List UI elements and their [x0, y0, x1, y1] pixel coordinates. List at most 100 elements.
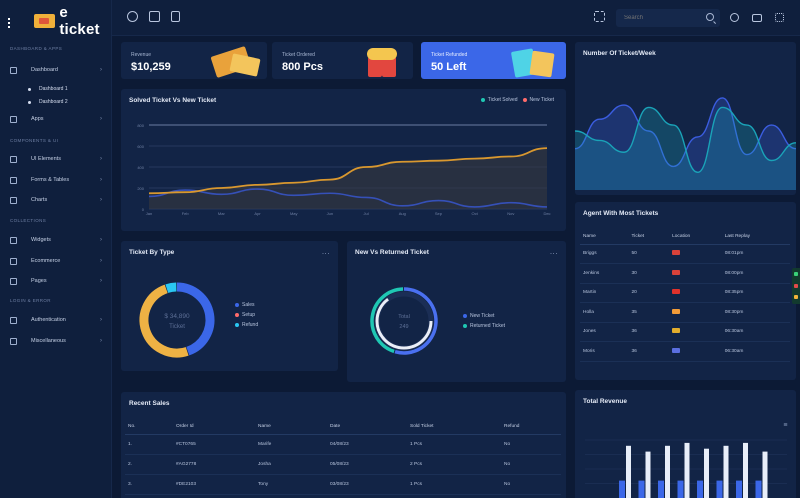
flag-icon: [672, 269, 681, 275]
sidebar-item-charts[interactable]: Charts ›: [10, 194, 102, 206]
card-title: Solved Ticket Vs New Ticket: [129, 97, 217, 104]
sidebar-item-miscellaneous[interactable]: Miscellaneous ›: [10, 335, 102, 347]
x-tick-label: Mar: [218, 211, 226, 216]
flag-icon: [672, 328, 681, 334]
agent-ticket: 36: [628, 322, 670, 342]
more-options-icon[interactable]: ...: [549, 247, 558, 256]
new-vs-returned-card: New Vs Returned Ticket ... Total 249 New…: [347, 241, 566, 382]
chart-legend: Ticket Solved New Ticket: [480, 97, 554, 103]
series-area: [575, 97, 796, 190]
sidebar-item-pages[interactable]: Pages ›: [10, 275, 102, 287]
sidebar-item-authentication[interactable]: Authentication ›: [10, 314, 102, 326]
ticket-illustration: [229, 53, 261, 77]
sidebar-item-dashboard[interactable]: Dashboard ›: [10, 64, 102, 76]
sidebar-item-label: Forms & Tables: [31, 177, 70, 183]
agents-card: Agent With Most Tickets Name Ticket Loca…: [575, 202, 796, 380]
sidebar-item-label: Apps: [31, 116, 44, 122]
flag-icon: [672, 308, 681, 314]
sidebar-item-ui-elements[interactable]: UI Elements ›: [10, 153, 102, 165]
sales-order: #DE2103: [173, 474, 255, 495]
chevron-icon: ›: [100, 116, 102, 122]
table-row: Briggs 50 08:01pm: [580, 244, 790, 264]
y-tick-label: 400: [137, 165, 144, 170]
agents-table: Name Ticket Location Last Replay Briggs …: [580, 230, 790, 362]
sidebar-item-ecommerce[interactable]: Ecommerce ›: [10, 255, 102, 267]
settings-toggle[interactable]: [792, 268, 800, 304]
donut-slice: [370, 287, 404, 354]
card-title: Total Revenue: [583, 398, 627, 405]
search-input[interactable]: [624, 12, 704, 24]
pen-icon: [10, 155, 17, 163]
sales-sold: 2 Pcs: [407, 454, 501, 475]
recent-sales-table: No. Order Id Name Date Sold Ticket Refun…: [125, 420, 561, 495]
sidebar-item-widgets[interactable]: Widgets ›: [10, 234, 102, 246]
sidebar-item-forms-tables[interactable]: Forms & Tables ›: [10, 174, 102, 186]
sidebar-item-label: Miscellaneous: [31, 338, 66, 344]
chart-icon: [10, 196, 17, 204]
x-tick-label: Aug: [399, 211, 406, 216]
brand-logo[interactable]: e ticket: [34, 4, 111, 38]
sales-no: 1.: [125, 434, 173, 455]
sidebar-subitem-dashboard-1[interactable]: Dashboard 1: [28, 84, 68, 94]
sidebar: e ticket DASHBOARD & APPS Dashboard › Da…: [0, 0, 112, 498]
donut-slice: [165, 282, 177, 293]
sales-name: Josha: [255, 454, 327, 475]
chevron-icon: ›: [100, 237, 102, 243]
expand-icon[interactable]: [775, 13, 784, 22]
donut-slice: [394, 287, 438, 355]
flag-icon: [672, 250, 681, 256]
y-tick-label: 0: [142, 207, 145, 212]
x-tick-label: Jul: [364, 211, 369, 216]
globe-icon[interactable]: [127, 11, 138, 22]
sidebar-item-apps[interactable]: Apps ›: [10, 113, 102, 125]
section-label: COMPONENTS & UI: [10, 138, 59, 143]
column-header: Date: [327, 420, 407, 435]
sidebar-item-label: Dashboard 2: [39, 99, 68, 105]
kpi-caption: Ticket Refunded: [431, 52, 468, 58]
agent-location: [669, 263, 722, 284]
agent-location: [669, 322, 722, 342]
x-tick-label: Oct: [472, 211, 479, 216]
chevron-icon: ›: [100, 278, 102, 284]
revenue-bar-b: [645, 451, 651, 498]
column-header: Ticket: [628, 230, 670, 245]
section-label: COLLECTIONS: [10, 218, 47, 223]
calendar-icon[interactable]: [149, 11, 160, 22]
card-title: Number Of Ticket/Week: [583, 50, 656, 57]
x-tick-label: Apr: [254, 211, 261, 216]
revenue-bar-a: [638, 480, 645, 498]
clipboard-icon[interactable]: [171, 11, 180, 22]
sidebar-item-label: Charts: [31, 197, 48, 203]
donut-center-label: 249: [399, 324, 408, 330]
more-options-icon[interactable]: ...: [321, 247, 330, 256]
menu-icon[interactable]: ≡: [783, 422, 788, 429]
chevron-icon: ›: [100, 156, 102, 162]
column-header: No.: [125, 420, 173, 435]
flag-icon: [672, 347, 681, 353]
table-row: Martin 20 08:35pm: [580, 283, 790, 303]
legend-refund: Refund: [235, 322, 258, 328]
menu-dots-icon[interactable]: [8, 16, 16, 28]
revenue-bar-b: [743, 442, 748, 498]
bell-icon[interactable]: [730, 13, 739, 22]
sidebar-subitem-dashboard-2[interactable]: Dashboard 2: [28, 97, 68, 107]
kpi-revenue: Revenue $10,259: [121, 42, 267, 79]
chevron-icon: ›: [100, 177, 102, 183]
sales-refund: No: [501, 434, 561, 455]
revenue-bar-a: [619, 480, 625, 498]
section-label: LOGIN & ERROR: [10, 298, 51, 303]
y-tick-label: 800: [137, 123, 144, 128]
agent-last-replay: 08:30pm: [721, 302, 790, 323]
sales-refund: No: [501, 474, 561, 495]
chevron-icon: ›: [100, 258, 102, 264]
revenue-bar-b: [626, 445, 631, 498]
user-icon[interactable]: [752, 14, 762, 22]
agent-ticket: 50: [628, 244, 670, 264]
popcorn-illustration: [382, 57, 396, 77]
bullet-icon: [28, 87, 31, 91]
legend-label: Ticket Solved: [487, 97, 518, 103]
revenue-bar-a: [716, 480, 723, 498]
table-row: Moris 36 06:30am: [580, 341, 790, 362]
fullscreen-icon[interactable]: [594, 11, 605, 22]
search-icon[interactable]: [706, 13, 714, 21]
